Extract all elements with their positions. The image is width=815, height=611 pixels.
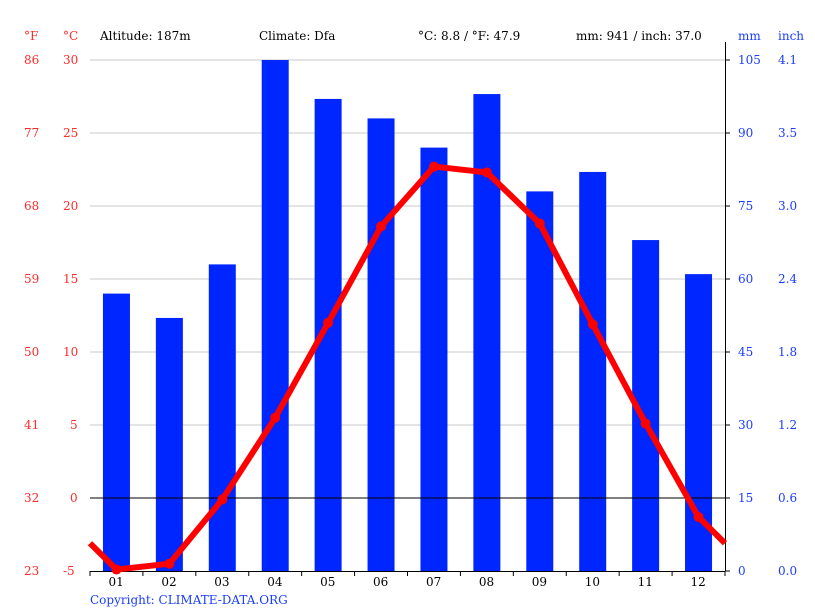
mm-tick: 105 — [738, 53, 761, 67]
month-label: 07 — [425, 575, 442, 589]
month-label: 04 — [267, 575, 283, 589]
month-label: 06 — [373, 575, 389, 589]
c-tick: 20 — [63, 199, 79, 213]
precipitation-total-label: mm: 941 / inch: 37.0 — [576, 29, 702, 43]
f-tick: 86 — [24, 53, 40, 67]
mm-tick: 60 — [738, 272, 754, 286]
month-label: 12 — [690, 575, 706, 589]
mm-tick: 45 — [738, 345, 754, 359]
f-tick: 77 — [24, 126, 40, 140]
precipitation-bar — [473, 94, 501, 572]
inch-tick: 1.2 — [778, 418, 798, 432]
month-label: 01 — [108, 575, 124, 589]
precipitation-bar — [102, 293, 130, 571]
month-label: 11 — [637, 575, 653, 589]
c-tick: 5 — [70, 418, 78, 432]
axis-lines — [89, 42, 730, 576]
inch-tick: 4.1 — [778, 53, 798, 67]
mm-unit-label: mm — [738, 29, 761, 43]
mm-tick: 75 — [738, 199, 754, 213]
mm-tick: 90 — [738, 126, 754, 140]
precipitation-bar — [420, 147, 448, 571]
month-label: 02 — [161, 575, 177, 589]
c-tick: 25 — [63, 126, 79, 140]
temperature-average-label: °C: 8.8 / °F: 47.9 — [418, 29, 521, 43]
fahrenheit-unit-label: °F — [24, 29, 39, 43]
f-tick: 68 — [24, 199, 40, 213]
precipitation-bar — [526, 191, 554, 571]
copyright-link[interactable]: Copyright: CLIMATE-DATA.ORG — [90, 593, 288, 607]
f-tick: 50 — [24, 345, 40, 359]
mm-tick: 15 — [738, 491, 754, 505]
month-label: 09 — [531, 575, 548, 589]
month-label: 08 — [478, 575, 495, 589]
inch-tick: 2.4 — [778, 272, 798, 286]
c-tick: 30 — [63, 53, 79, 67]
inch-tick: 1.8 — [778, 345, 798, 359]
precipitation-bars — [102, 60, 713, 572]
inch-tick: 0.0 — [778, 564, 798, 578]
c-tick: -5 — [63, 564, 75, 578]
precipitation-bar — [579, 171, 607, 571]
month-label: 05 — [320, 575, 336, 589]
inch-unit-label: inch — [778, 29, 805, 43]
inch-tick: 0.6 — [778, 491, 798, 505]
f-tick: 23 — [24, 564, 40, 578]
inch-tick: 3.0 — [778, 199, 798, 213]
precipitation-bar — [367, 118, 395, 572]
inch-tick: 3.5 — [778, 126, 798, 140]
mm-tick: 0 — [738, 564, 746, 578]
month-label: 03 — [214, 575, 230, 589]
mm-tick: 30 — [738, 418, 754, 432]
temperature-line — [87, 161, 728, 575]
precipitation-bar — [155, 317, 183, 571]
precipitation-bar — [208, 264, 236, 571]
celsius-unit-label: °C — [63, 29, 79, 43]
precipitation-bar — [261, 60, 289, 571]
c-tick: 15 — [63, 272, 79, 286]
f-tick: 59 — [24, 272, 40, 286]
f-tick: 32 — [24, 491, 40, 505]
f-tick: 41 — [24, 418, 40, 432]
climate-label: Climate: Dfa — [259, 29, 336, 43]
c-tick: 0 — [70, 491, 78, 505]
c-tick: 10 — [63, 345, 79, 359]
month-label: 10 — [584, 575, 600, 589]
grid-lines — [90, 59, 725, 499]
altitude-label: Altitude: 187m — [100, 29, 191, 43]
